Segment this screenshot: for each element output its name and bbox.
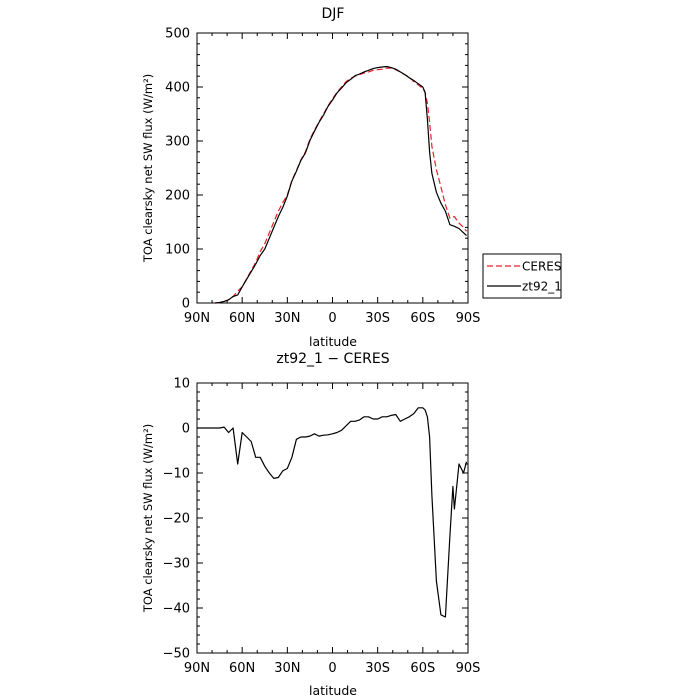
x-tick-label: 0 [328,311,336,326]
x-tick-label: 30N [274,661,300,676]
plot-frame [196,32,469,304]
y-tick-label: −10 [163,467,190,482]
y-tick-label: 500 [165,27,190,42]
x-tick-label: 60S [410,311,435,326]
y-axis-label: TOA clearsky net SW flux (W/m²) [141,74,155,263]
x-tick-label: 30S [365,661,390,676]
legend: CERES zt92_1 [482,253,562,299]
legend-box [482,253,562,299]
x-tick-label: 0 [328,661,336,676]
x-axis-label: latitude [309,334,357,349]
x-tick-label: 60N [229,661,255,676]
y-tick-label: −50 [163,647,190,662]
legend-label: CERES [522,260,562,274]
legend-label: zt92_1 [522,280,562,294]
y-tick-label: 0 [182,422,190,437]
y-tick-label: 400 [165,81,190,96]
y-tick-label: −20 [163,512,190,527]
y-tick-label: 100 [165,243,190,258]
x-tick-label: 60S [410,661,435,676]
x-tick-label: 90N [184,311,210,326]
x-tick-label: 30N [274,311,300,326]
y-tick-label: −40 [163,602,190,617]
y-tick-label: 10 [173,377,190,392]
top-panel: DJF latitude TOA clearsky net SW flux (W… [141,6,562,349]
chart-title: DJF [322,6,345,22]
x-tick-label: 60N [229,311,255,326]
series-line-ceres [215,67,467,304]
y-axis-label: TOA clearsky net SW flux (W/m²) [141,424,155,613]
y-tick-label: 200 [165,189,190,204]
y-tick-label: 300 [165,135,190,150]
x-axis-label: latitude [309,683,357,698]
x-tick-label: 90S [456,661,481,676]
x-tick-label: 30S [365,311,390,326]
plot-frame [196,382,469,654]
chart-title: zt92_1 − CERES [276,351,389,367]
series-line-zt92-1 [215,65,467,304]
bottom-panel: zt92_1 − CERES latitude TOA clearsky net… [141,351,480,698]
x-tick-label: 90N [184,661,210,676]
y-tick-label: −30 [163,557,190,572]
x-tick-label: 90S [456,311,481,326]
series-line-difference [197,407,468,618]
y-tick-label: 0 [182,297,190,312]
